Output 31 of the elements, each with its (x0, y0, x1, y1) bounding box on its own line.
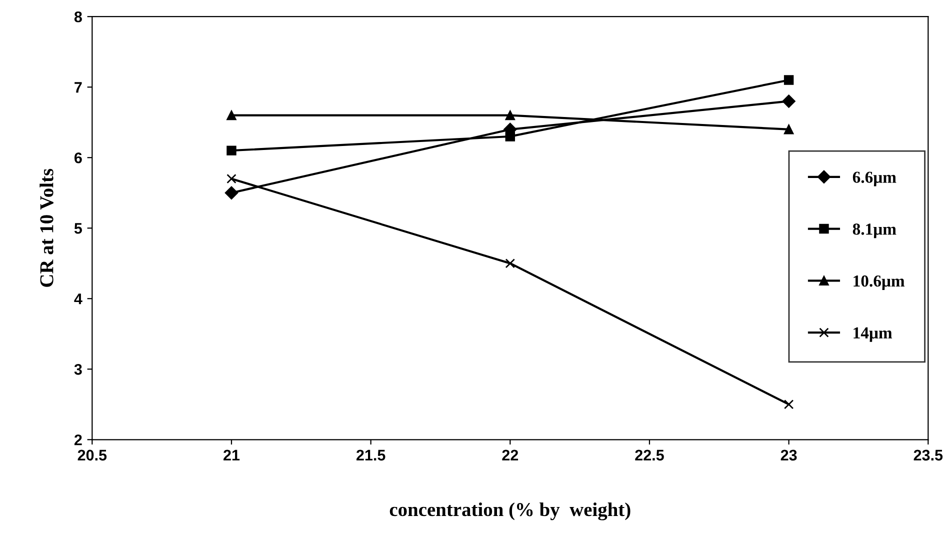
legend-label: 8.1μm (852, 224, 896, 238)
point (226, 146, 236, 156)
y-tick-label: 2 (74, 434, 82, 446)
legend-label: 14μm (854, 327, 892, 342)
y-tick-label: 5 (74, 223, 82, 234)
legend-label: 6.6μm (852, 172, 896, 186)
x-tick-label: 20.5 (78, 450, 107, 461)
x-tick-label: 23.5 (914, 450, 943, 461)
x-tick-label: 23 (780, 450, 797, 461)
point (226, 110, 236, 120)
x-tick-label: 22 (502, 450, 518, 460)
x-tick-label: 22.5 (635, 450, 664, 461)
point (226, 174, 236, 184)
point (782, 94, 796, 108)
point (505, 132, 516, 142)
y-tick-label: 8 (74, 11, 82, 22)
point (505, 258, 516, 268)
point (784, 400, 794, 410)
y-tick-label: 4 (74, 294, 82, 304)
y-tick-label: 3 (74, 364, 82, 375)
y-tick-label: 7 (74, 82, 82, 93)
point (224, 186, 238, 200)
y-axis-title: CR at 10 Volts (40, 168, 54, 287)
x-axis-title: concentration (% by weight) (390, 502, 630, 520)
x-tick-label: 21 (224, 450, 240, 460)
point (784, 124, 794, 134)
point (505, 110, 516, 120)
x-tick-label: 21.5 (356, 450, 386, 461)
legend-label: 10.6μm (854, 275, 905, 290)
point (784, 75, 794, 85)
y-tick-label: 6 (74, 152, 82, 164)
